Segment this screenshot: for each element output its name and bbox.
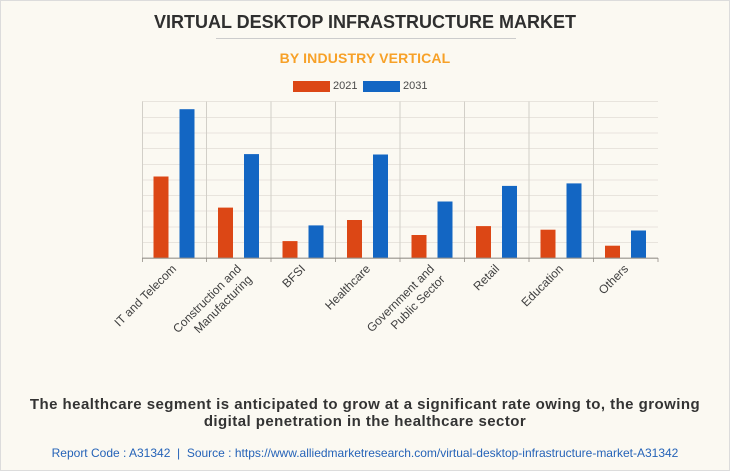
svg-text:Education: Education	[518, 262, 566, 310]
svg-text:IT and Telecom: IT and Telecom	[112, 262, 180, 330]
svg-text:Healthcare: Healthcare	[322, 261, 373, 312]
svg-text:Construction andManufacturing: Construction andManufacturing	[170, 262, 255, 347]
svg-text:Government andPublic Sector: Government andPublic Sector	[364, 262, 448, 346]
svg-text:Others: Others	[596, 262, 631, 297]
svg-text:BFSI: BFSI	[279, 262, 308, 291]
svg-text:Retail: Retail	[471, 262, 503, 294]
